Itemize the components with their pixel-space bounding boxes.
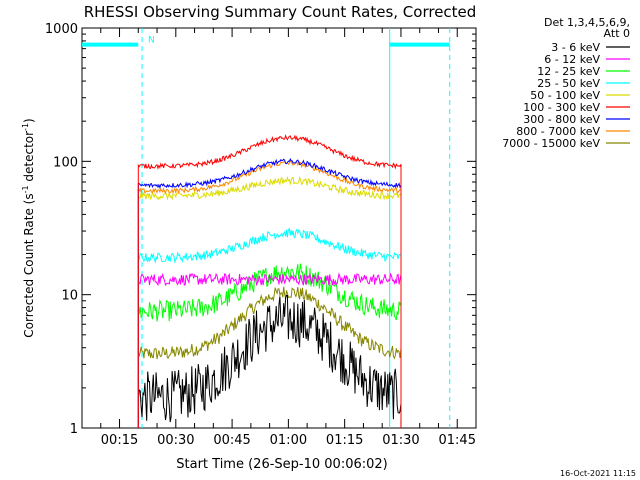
legend-label: 50 - 100 keV — [530, 89, 600, 102]
series-line-5 — [137, 134, 402, 428]
y-tick-label: 1 — [70, 422, 78, 437]
y-tick-label: 1000 — [45, 22, 78, 37]
legend-label: 3 - 6 keV — [551, 41, 600, 54]
series-line-8 — [137, 286, 402, 428]
series-line-6 — [137, 157, 402, 428]
x-tick-label: 00:15 — [101, 433, 138, 448]
y-axis-label-sup-2: -1 — [21, 123, 30, 131]
chart-title: RHESSI Observing Summary Count Rates, Co… — [84, 3, 477, 21]
x-tick-label: 00:30 — [157, 433, 194, 448]
legend-label: 100 - 300 keV — [523, 101, 600, 114]
plot-frame — [81, 27, 477, 429]
legend-header-1: Det 1,3,4,5,6,9, — [544, 16, 630, 29]
y-tick-label: 100 — [53, 155, 78, 170]
x-tick-label: 01:15 — [326, 433, 363, 448]
x-tick-label: 01:45 — [439, 433, 476, 448]
series-line-7 — [137, 160, 402, 428]
plot-area: 1 10 100 1000 00:15 00:30 00:45 01:00 01:15 01:30… — [45, 22, 630, 448]
x-tick-label: 01:30 — [382, 433, 419, 448]
x-tick-label: 00:45 — [213, 433, 250, 448]
legend-label: 12 - 25 keV — [537, 65, 600, 78]
series-line-0 — [137, 295, 402, 428]
footer-timestamp: 16-Oct-2021 11:15 — [560, 469, 636, 478]
y-axis-label: Corrected Count Rate (s-1 detector-1) — [21, 118, 36, 337]
y-axis-label-mid: detector — [22, 131, 36, 186]
legend-label: 25 - 50 keV — [537, 77, 600, 90]
y-tick-label: 10 — [61, 289, 78, 304]
series-line-4 — [137, 175, 402, 428]
series-line-3 — [137, 227, 402, 428]
legend-label: 300 - 800 keV — [523, 113, 600, 126]
flag-label: N — [148, 35, 155, 45]
series-line-1 — [137, 272, 402, 428]
legend-header-2: Att 0 — [604, 27, 630, 40]
legend-label: 6 - 12 keV — [544, 53, 600, 66]
x-axis-label: Start Time (26-Sep-10 00:06:02) — [176, 457, 387, 472]
legend-label: 800 - 7000 keV — [516, 125, 600, 138]
legend-label: 7000 - 15000 keV — [502, 137, 600, 150]
y-axis-label-prefix: Corrected Count Rate (s — [22, 193, 36, 337]
x-tick-label: 01:00 — [270, 433, 307, 448]
y-axis-label-suffix: ) — [22, 118, 36, 123]
y-axis-label-sup-1: -1 — [21, 185, 30, 193]
